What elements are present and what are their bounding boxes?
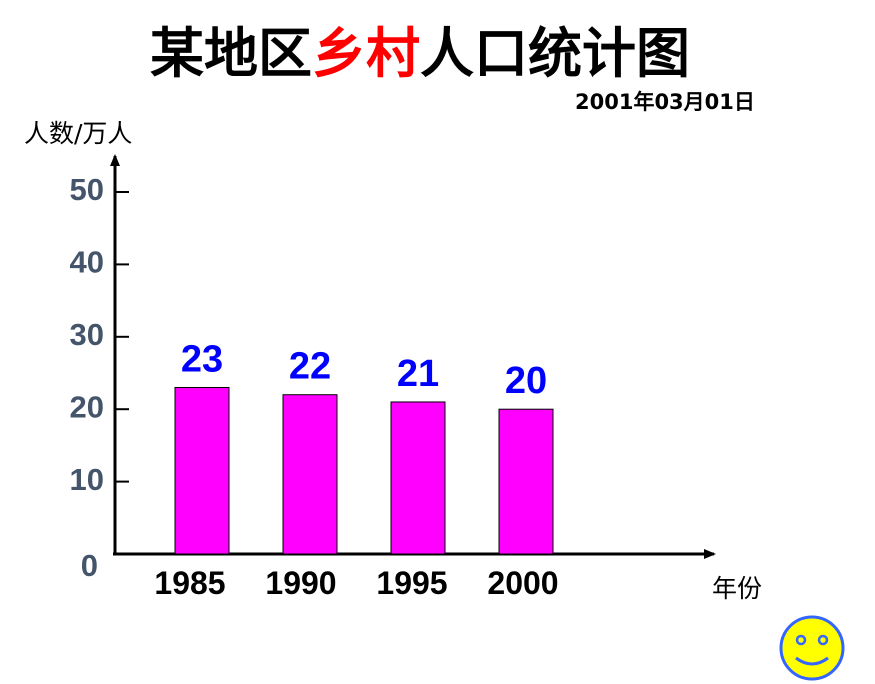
chart-title: 某地区乡村人口统计图 — [0, 18, 840, 88]
y-tick-label: 20 — [70, 389, 104, 424]
x-ticks: 1985 1990 1995 2000 — [154, 565, 558, 601]
data-label: 21 — [397, 353, 439, 395]
x-tick-label: 1995 — [376, 565, 447, 601]
chart-date: 2001年03月01日 — [575, 90, 755, 114]
smiley-left-eye — [795, 634, 807, 646]
y-ticks: 0 10 20 30 40 50 — [70, 172, 129, 583]
data-labels: 23 22 21 20 — [181, 338, 547, 402]
data-label: 22 — [289, 346, 331, 388]
smiley-mouth — [795, 656, 829, 666]
bars — [174, 386, 554, 555]
bar — [174, 386, 230, 555]
y-tick-label: 50 — [70, 172, 104, 207]
data-label: 20 — [505, 360, 547, 402]
data-label: 23 — [181, 338, 223, 380]
y-tick-label: 0 — [81, 548, 98, 583]
smiley-right-eye — [817, 634, 829, 646]
y-tick-label: 10 — [70, 462, 104, 497]
y-axis-label: 人数/万人 — [24, 119, 133, 148]
smiley-face — [779, 615, 845, 681]
bar — [282, 394, 338, 555]
x-tick-label: 2000 — [487, 565, 558, 601]
x-tick-label: 1985 — [154, 565, 225, 601]
y-tick-label: 40 — [70, 245, 104, 280]
title-highlight: 乡村 — [312, 21, 420, 85]
x-axis-label: 年份 — [712, 574, 763, 603]
smiley-face-icon — [779, 615, 845, 681]
bar — [498, 408, 554, 555]
title-part-2: 人口统计图 — [420, 21, 690, 85]
x-tick-label: 1990 — [265, 565, 336, 601]
title-part-1: 某地区 — [150, 21, 312, 85]
bar — [390, 401, 446, 555]
y-tick-label: 30 — [70, 317, 104, 352]
